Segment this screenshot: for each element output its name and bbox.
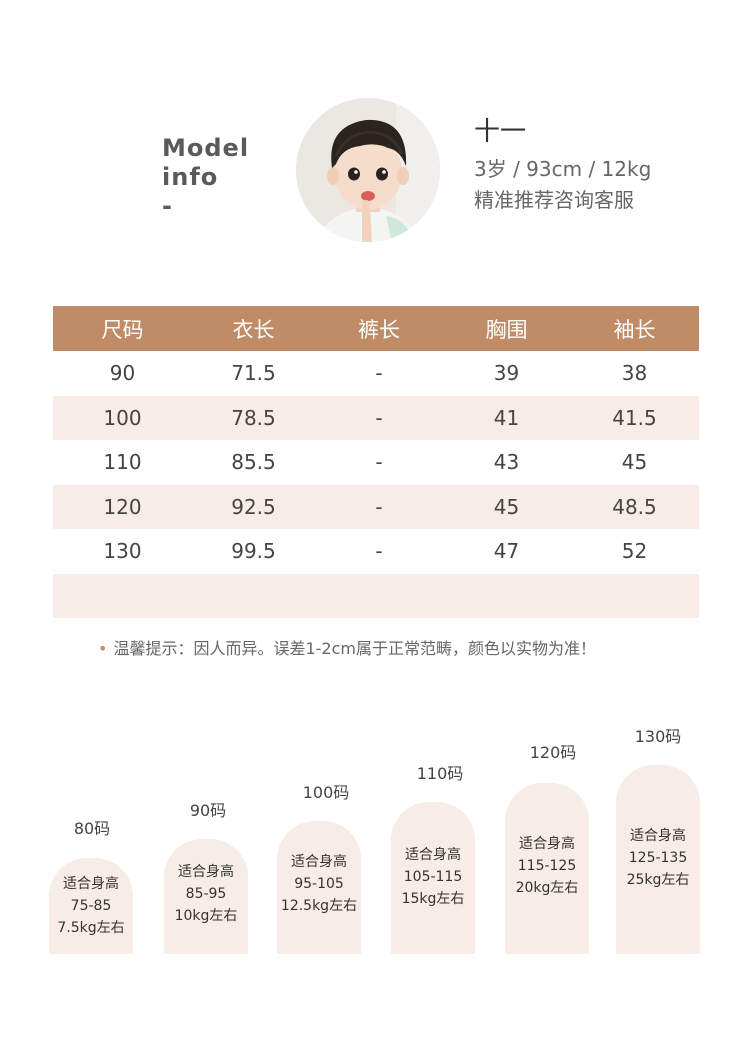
model-label-line2: info bbox=[162, 163, 219, 191]
table-row: 90 71.5 - 39 38 bbox=[53, 351, 699, 396]
bar-weight: 12.5kg左右 bbox=[280, 898, 358, 914]
model-avatar bbox=[296, 98, 440, 242]
cell-length: 99.5 bbox=[231, 539, 276, 564]
cell-size: 90 bbox=[109, 361, 136, 386]
tip-note: • 温馨提示：因人而异。误差1-2cm属于正常范畴，颜色以实物为准！ bbox=[98, 637, 596, 661]
size-bar-120: 适合身高 115-125 20kg左右 bbox=[505, 783, 589, 954]
cell-pants-length: - bbox=[375, 494, 383, 519]
cell-sleeve: 45 bbox=[621, 450, 648, 475]
cell-sleeve: 48.5 bbox=[612, 494, 657, 519]
cell-size: 120 bbox=[103, 494, 142, 519]
bar-fit-text: 适合身高 bbox=[630, 828, 686, 844]
table-row: 120 92.5 - 45 48.5 bbox=[53, 484, 699, 529]
bar-height-range: 115-125 bbox=[517, 858, 577, 874]
bar-fit-text: 适合身高 bbox=[63, 876, 119, 892]
cell-pants-length: - bbox=[375, 539, 383, 564]
size-label-110: 110码 bbox=[416, 764, 464, 783]
cell-pants-length: - bbox=[375, 361, 383, 386]
cell-length: 71.5 bbox=[231, 361, 276, 386]
size-label-100: 100码 bbox=[302, 783, 350, 802]
bar-weight: 10kg左右 bbox=[174, 908, 238, 924]
cell-size: 130 bbox=[103, 539, 142, 564]
cell-length: 92.5 bbox=[231, 494, 276, 519]
bar-height-range: 105-115 bbox=[403, 869, 463, 885]
table-row: 110 85.5 - 43 45 bbox=[53, 440, 699, 485]
header-size: 尺码 bbox=[101, 317, 144, 342]
size-table: 尺码 衣长 裤长 胸围 袖长 90 71.5 - 39 38 100 78.5 … bbox=[53, 306, 699, 618]
bar-weight: 15kg左右 bbox=[401, 891, 465, 907]
size-label-80: 80码 bbox=[73, 819, 111, 838]
table-row: 100 78.5 - 41 41.5 bbox=[53, 395, 699, 440]
cell-size: 110 bbox=[103, 450, 142, 475]
bar-fit-text: 适合身高 bbox=[405, 847, 461, 863]
table-row: 130 99.5 - 47 52 bbox=[53, 529, 699, 574]
size-bar-80: 适合身高 75-85 7.5kg左右 bbox=[49, 858, 133, 954]
size-bar-100: 适合身高 95-105 12.5kg左右 bbox=[277, 821, 361, 954]
size-bar-110: 适合身高 105-115 15kg左右 bbox=[391, 802, 475, 954]
size-bar-130: 适合身高 125-135 25kg左右 bbox=[616, 765, 700, 954]
cell-length: 78.5 bbox=[231, 405, 276, 430]
size-label-130: 130码 bbox=[634, 727, 682, 746]
tip-text: 温馨提示：因人而异。误差1-2cm属于正常范畴，颜色以实物为准！ bbox=[113, 639, 596, 658]
bar-weight: 7.5kg左右 bbox=[57, 920, 125, 936]
bar-weight: 20kg左右 bbox=[515, 880, 579, 896]
cell-sleeve: 38 bbox=[621, 361, 648, 386]
table-header: 尺码 衣长 裤长 胸围 袖长 bbox=[53, 306, 699, 351]
model-details: 十一 3岁 / 93cm / 12kg 精准推荐咨询客服 bbox=[474, 114, 651, 216]
header-pants-length: 裤长 bbox=[358, 317, 400, 342]
header-sleeve: 袖长 bbox=[613, 317, 656, 342]
table-empty-row bbox=[53, 573, 699, 618]
cell-sleeve: 41.5 bbox=[612, 405, 657, 430]
cell-length: 85.5 bbox=[231, 450, 276, 475]
header-chest: 胸围 bbox=[485, 317, 528, 342]
cell-size: 100 bbox=[103, 405, 142, 430]
bar-height-range: 95-105 bbox=[294, 876, 344, 892]
cell-pants-length: - bbox=[375, 405, 383, 430]
header-length: 衣长 bbox=[232, 317, 275, 342]
size-label-120: 120码 bbox=[529, 743, 577, 762]
cell-chest: 41 bbox=[493, 405, 520, 430]
model-stats: 3岁 / 93cm / 12kg bbox=[474, 157, 652, 181]
bar-fit-text: 适合身高 bbox=[519, 836, 575, 852]
model-info-label: Model info - bbox=[162, 134, 249, 221]
consult-note: 精准推荐咨询客服 bbox=[474, 188, 634, 212]
tip-bullet-icon: • bbox=[98, 639, 108, 658]
model-label-line3: - bbox=[162, 192, 173, 220]
bar-fit-text: 适合身高 bbox=[178, 864, 234, 880]
cell-chest: 39 bbox=[493, 361, 520, 386]
cell-sleeve: 52 bbox=[621, 539, 648, 564]
child-portrait-icon bbox=[296, 98, 440, 242]
cell-pants-length: - bbox=[375, 450, 383, 475]
cell-chest: 45 bbox=[493, 494, 520, 519]
cell-chest: 47 bbox=[493, 539, 520, 564]
size-bar-90: 适合身高 85-95 10kg左右 bbox=[164, 839, 248, 954]
bar-height-range: 75-85 bbox=[70, 898, 112, 914]
model-label-line1: Model bbox=[162, 134, 250, 162]
bar-fit-text: 适合身高 bbox=[291, 854, 347, 870]
bar-weight: 25kg左右 bbox=[626, 872, 690, 888]
size-label-90: 90码 bbox=[189, 801, 227, 820]
bar-height-range: 85-95 bbox=[185, 886, 227, 902]
bar-height-range: 125-135 bbox=[628, 850, 688, 866]
cell-chest: 43 bbox=[493, 450, 520, 475]
model-name: 十一 bbox=[474, 117, 527, 147]
